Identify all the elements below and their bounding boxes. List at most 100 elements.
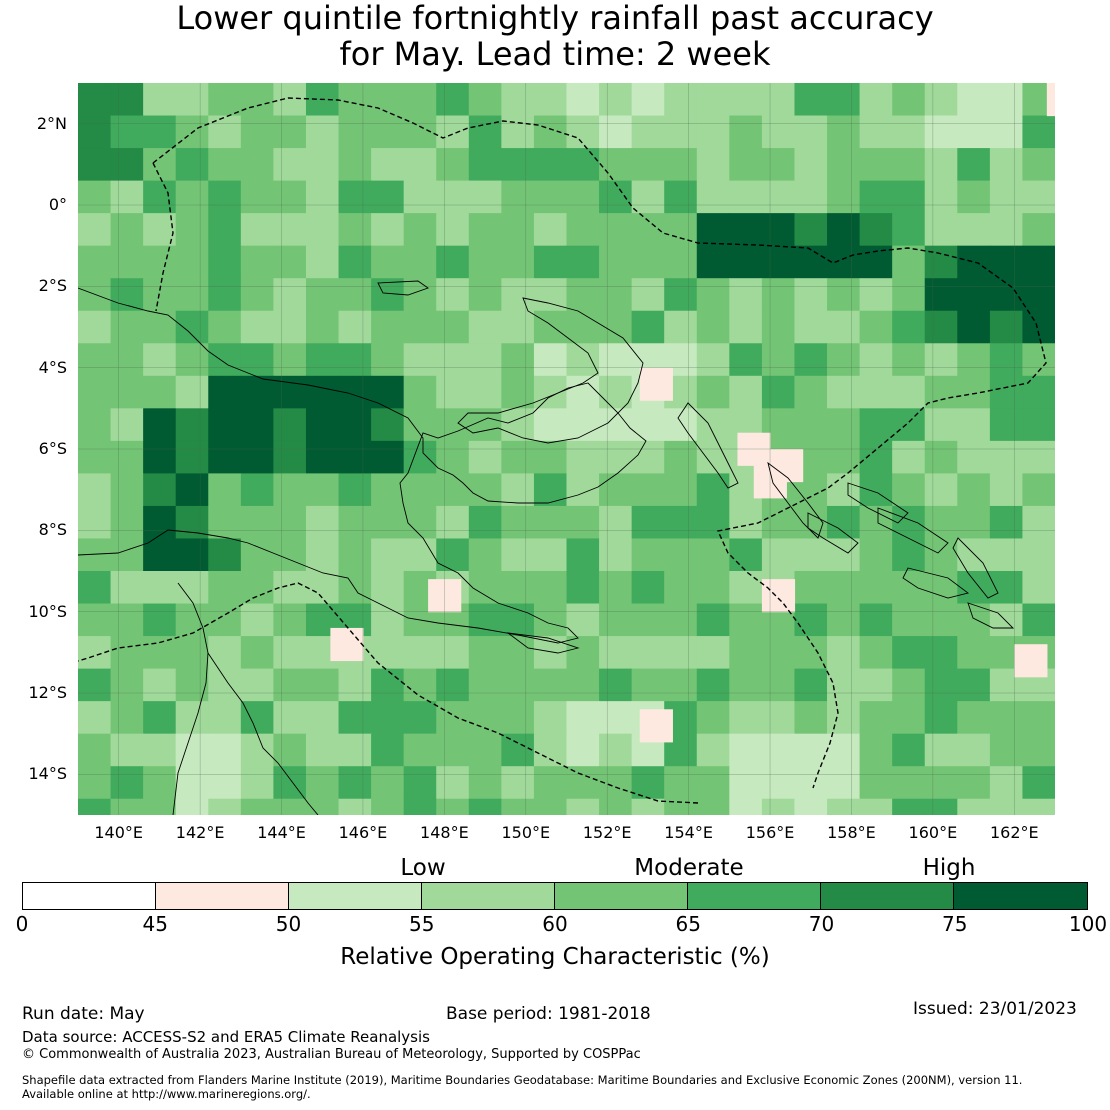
roc-cell [175, 538, 209, 572]
roc-cell [599, 473, 633, 507]
roc-cell [501, 180, 535, 214]
roc-cell [110, 278, 144, 312]
roc-cell [827, 766, 861, 800]
roc-cell [533, 278, 568, 312]
roc-cell [924, 505, 958, 540]
roc-cell [599, 538, 633, 572]
roc-cell [631, 766, 665, 800]
roc-cell [989, 278, 1024, 312]
roc-cell [794, 278, 828, 312]
roc-cell [859, 440, 893, 474]
roc-cell [924, 636, 958, 670]
roc-cell [533, 115, 568, 149]
roc-cell [501, 603, 535, 637]
roc-cell [533, 245, 568, 279]
roc-cell [1022, 603, 1055, 637]
roc-cell [599, 571, 633, 605]
roc-cell [78, 571, 112, 605]
longitude-label: 152°E [582, 823, 632, 842]
longitude-label: 142°E [175, 823, 225, 842]
roc-cell [533, 505, 568, 540]
roc-cell [696, 766, 730, 800]
roc-cell [436, 375, 470, 409]
coastline-bougainville [767, 461, 824, 539]
roc-cell [827, 473, 861, 507]
roc-cell [338, 701, 372, 735]
roc-cell [599, 115, 633, 149]
roc-cell [533, 213, 568, 247]
roc-cell [859, 375, 893, 409]
roc-cell [436, 343, 470, 377]
roc-cell [501, 701, 535, 735]
roc-cell [761, 343, 796, 377]
roc-cell [338, 505, 372, 540]
roc-cell [989, 115, 1024, 149]
roc-cell [599, 440, 633, 474]
shapefile-credit: Shapefile data extracted from Flanders M… [22, 1073, 1023, 1087]
copyright-notice: © Commonwealth of Australia 2023, Austra… [22, 1047, 641, 1062]
roc-cell [501, 798, 535, 815]
colorbar-segment [954, 883, 1087, 909]
roc-cell [729, 278, 763, 312]
roc-cell [110, 766, 144, 800]
issued-date: Issued: 23/01/2023 [913, 999, 1077, 1019]
roc-cell [892, 733, 926, 767]
roc-cell [664, 278, 698, 312]
roc-cell [729, 766, 763, 800]
roc-cell [468, 310, 502, 344]
colorbar-segment [289, 883, 422, 909]
maritime-boundaries [78, 97, 1047, 804]
roc-cell [403, 375, 437, 409]
roc-cell [729, 636, 763, 670]
roc-cell [827, 408, 861, 442]
roc-cell [371, 603, 405, 637]
roc-cell [957, 701, 991, 735]
colorbar-category-high: High [922, 855, 976, 881]
colorbar-tick-label: 55 [409, 912, 435, 936]
roc-cell [664, 440, 698, 474]
roc-cell [631, 148, 665, 182]
roc-cell [175, 571, 209, 605]
data-source: Data source: ACCESS-S2 and ERA5 Climate … [22, 1028, 430, 1046]
roc-cell [143, 83, 177, 117]
roc-cell [957, 668, 991, 702]
roc-cell [305, 148, 340, 182]
roc-cell [827, 571, 861, 605]
roc-cell [533, 310, 568, 344]
colorbar-tick-label: 70 [808, 912, 835, 936]
roc-cell [436, 798, 470, 815]
roc-cell [957, 636, 991, 670]
roc-cell [338, 408, 372, 442]
roc-cell [729, 603, 763, 637]
roc-cell [729, 180, 763, 214]
roc-cell [371, 733, 405, 767]
roc-cell [468, 408, 502, 442]
roc-cell [892, 603, 926, 637]
roc-cell [403, 538, 437, 572]
eez-png-south [78, 582, 699, 804]
roc-cell [305, 343, 340, 377]
roc-cell [957, 408, 991, 442]
roc-cell [338, 440, 372, 474]
roc-cell [566, 180, 600, 214]
roc-cell [696, 603, 730, 637]
roc-cell [859, 538, 893, 572]
roc-cell [436, 505, 470, 540]
roc-cell [143, 766, 177, 800]
roc-cell [696, 408, 730, 442]
roc-cell [371, 245, 405, 279]
roc-cell [631, 278, 665, 312]
roc-cell [827, 148, 861, 182]
latitude-label: 12°S [28, 683, 67, 702]
roc-cell [631, 473, 665, 507]
roc-cell [338, 83, 372, 117]
roc-cell [566, 440, 600, 474]
roc-cell [78, 115, 112, 149]
roc-cell [371, 343, 405, 377]
roc-cell [175, 766, 209, 800]
roc-cell [892, 408, 926, 442]
roc-cell [859, 668, 893, 702]
roc-cell [468, 440, 502, 474]
roc-cell [403, 798, 437, 815]
roc-cell [143, 473, 177, 507]
